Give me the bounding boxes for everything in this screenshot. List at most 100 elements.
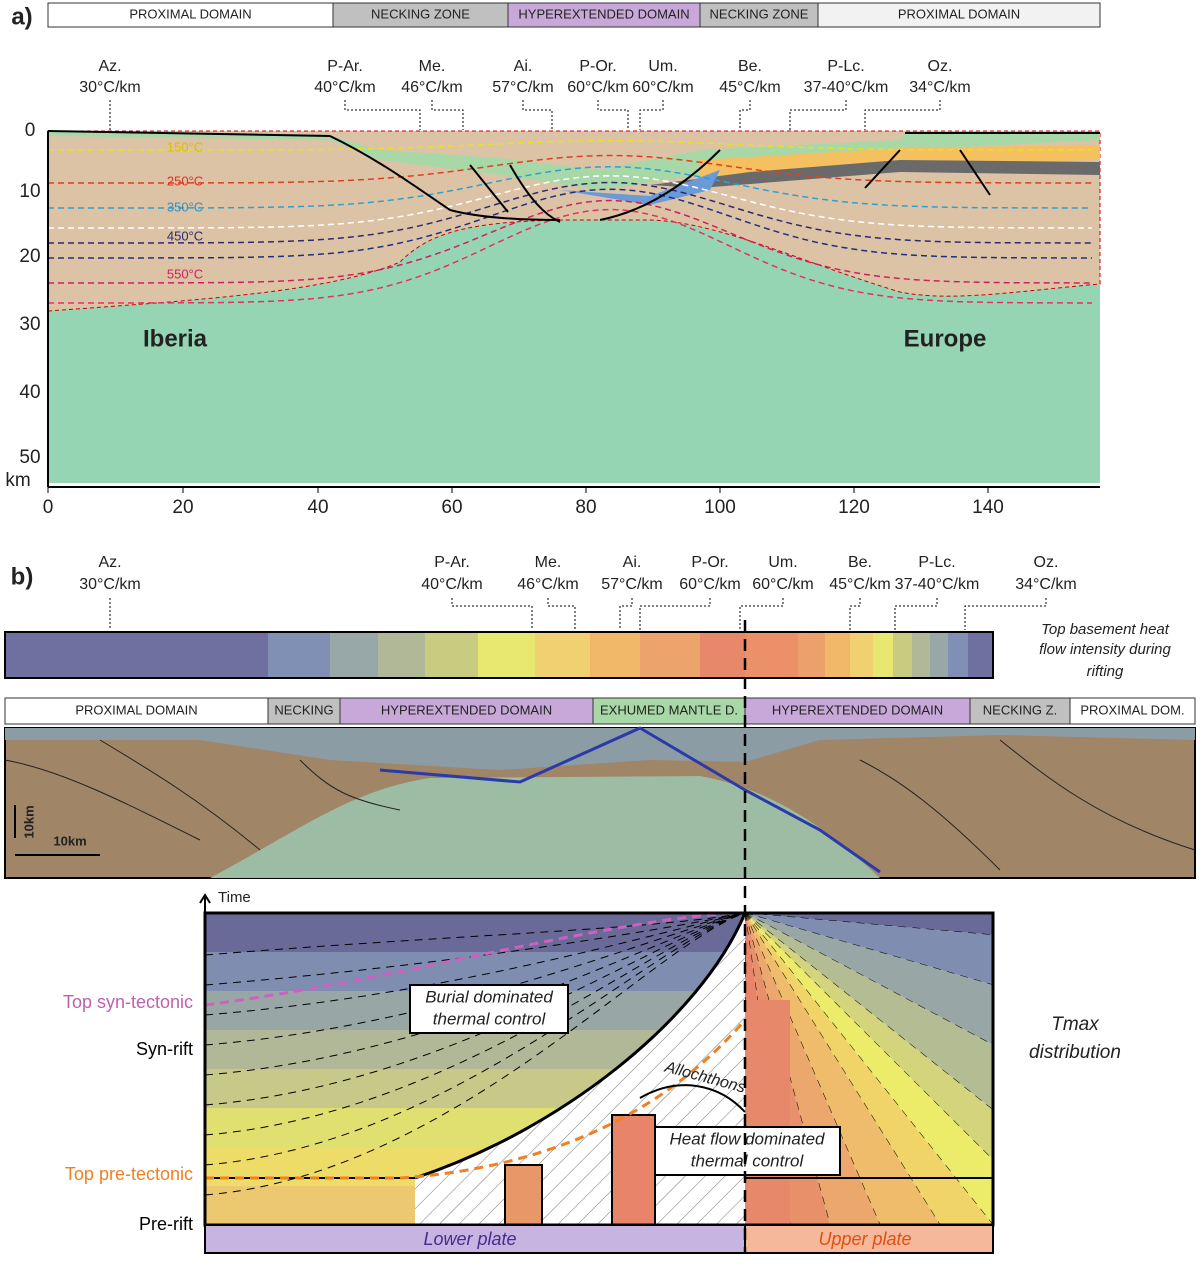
heat-flow-segment [798, 632, 825, 678]
scale-label: 10km [21, 805, 36, 838]
tmax-isoline [205, 913, 746, 1196]
isotherm-label: 250°C [167, 173, 203, 188]
well-connector [739, 598, 784, 630]
domain-label: PROXIMAL DOM. [1080, 702, 1184, 717]
well-name: Oz. [928, 58, 953, 75]
left-label: Syn-rift [136, 1039, 193, 1059]
well-gradient: 46°C/km [401, 79, 463, 96]
heat-flow-segment [745, 632, 798, 678]
y-tick-label: 40 [19, 382, 40, 403]
sediment-b [5, 728, 1195, 770]
tmax-diagram [205, 913, 993, 1225]
heat-flow-segment [825, 632, 850, 678]
well-name: P-Lc. [827, 58, 864, 75]
tmax-band [205, 913, 745, 953]
isotherm-label: 550°C [167, 266, 203, 281]
domain-label: NECKING [274, 702, 333, 717]
well-name: Be. [738, 58, 762, 75]
domain-box [1069, 697, 1196, 725]
domain-box [339, 697, 594, 725]
well-gradient: 57°C/km [601, 576, 663, 593]
heat-flow-segment [850, 632, 873, 678]
heat-flow-segment [535, 632, 590, 678]
well-gradient: 45°C/km [829, 576, 891, 593]
graphic [47, 130, 331, 137]
tmax-label: distribution [1029, 1042, 1121, 1063]
allochthon-arrow [639, 1084, 746, 1113]
y-unit: km [5, 470, 30, 491]
well-connector [597, 100, 629, 130]
tmax-isoline [205, 913, 746, 1166]
well-connector [864, 100, 941, 130]
allochthon-1 [504, 1164, 543, 1225]
scale-bars [14, 805, 100, 856]
isotherm [48, 208, 1092, 304]
region-label: Europe [904, 325, 987, 352]
tmax-fan [745, 913, 880, 1225]
tmax-fan [745, 913, 993, 1225]
heat-flow-segment [425, 632, 478, 678]
domain-box [817, 2, 1101, 28]
well-gradient: 34°C/km [909, 79, 971, 96]
allochthon [650, 160, 1100, 188]
x-tick-label: 40 [307, 497, 328, 518]
tmax-fan [745, 913, 940, 1225]
domain-label: PROXIMAL DOMAIN [75, 702, 197, 717]
burial-front [414, 913, 747, 1180]
panel-label: b) [11, 563, 34, 590]
domain-label: HYPEREXTENDED DOMAIN [772, 702, 943, 717]
x-tick-label: 0 [43, 497, 54, 518]
well-name: P-Lc. [918, 554, 955, 571]
y-tick-label: 50 [19, 447, 40, 468]
heat-flow-segment [590, 632, 640, 678]
upper-plate [744, 1224, 994, 1254]
panel-label: a) [11, 3, 32, 30]
heat-flow-segment [700, 632, 745, 678]
box-text: Burial dominated [425, 987, 553, 1006]
box-text: Heat flow dominated [670, 1129, 826, 1148]
well-name: Me. [419, 58, 446, 75]
panel-a [47, 130, 1101, 488]
well-gradient: 60°C/km [679, 576, 741, 593]
well-name: P-Or. [579, 58, 616, 75]
x-tick-label: 100 [704, 497, 736, 518]
heat-flow-segment [268, 632, 330, 678]
well-connector [522, 100, 553, 130]
well-gradient: 40°C/km [314, 79, 376, 96]
x-tick-label: 120 [838, 497, 870, 518]
heat-flow-segment [968, 632, 993, 678]
heat-flow-caption: flow intensity during [1039, 641, 1171, 658]
well-connector [344, 100, 421, 130]
domain-label: HYPEREXTENDED DOMAIN [518, 6, 689, 21]
well-connector [739, 100, 751, 130]
isotherm [48, 175, 1092, 229]
heat-flow-segment [873, 632, 893, 678]
well-connector [451, 598, 533, 630]
faults-b [4, 739, 1196, 871]
plate-label: Upper plate [818, 1229, 911, 1249]
well-name: Az. [98, 58, 121, 75]
heat-flow-bar [5, 632, 993, 678]
isotherm [48, 199, 1092, 284]
well-gradient: 37-40°C/km [895, 576, 980, 593]
y-tick-label: 30 [19, 314, 40, 335]
y-tick-label: 0 [25, 120, 36, 141]
heat-flow-segment [948, 632, 968, 678]
heat-flow-segment [5, 632, 268, 678]
isotherm-label: 350°C [167, 199, 203, 214]
graphic [959, 149, 991, 196]
well-gradient: 60°C/km [752, 576, 814, 593]
tmax-isoline [205, 913, 746, 1046]
well-name: Be. [848, 554, 872, 571]
tmax-isoline [205, 913, 746, 986]
isotherm [48, 181, 1092, 244]
x-tick-label: 140 [972, 497, 1004, 518]
well-name: Oz. [1034, 554, 1059, 571]
heat-flow-segment [330, 632, 378, 678]
isotherms [48, 139, 1092, 304]
well-connector [894, 598, 938, 630]
top-pre-tectonic [205, 1019, 747, 1180]
graphic [469, 164, 509, 213]
tmax-isoline [205, 913, 746, 1016]
upper-column [745, 1000, 790, 1225]
